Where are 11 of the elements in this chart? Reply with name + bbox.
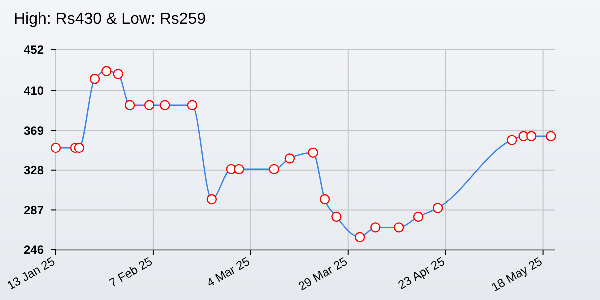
- x-tick-label: 23 Apr 25: [396, 254, 448, 292]
- x-tick-label: 4 Mar 25: [204, 254, 253, 290]
- chart-title: High: Rs430 & Low: Rs259: [14, 11, 206, 28]
- y-tick-label: 452: [24, 43, 44, 58]
- y-tick-label: 328: [24, 164, 44, 178]
- x-tick-label: 18 May 25: [489, 254, 546, 295]
- y-tick-label: 410: [24, 84, 44, 98]
- x-tick-label: 7 Feb 25: [106, 254, 156, 290]
- y-tick-label: 287: [24, 203, 44, 218]
- x-tick-label: 29 Mar 25: [296, 254, 350, 294]
- y-tick-label: 369: [24, 124, 44, 138]
